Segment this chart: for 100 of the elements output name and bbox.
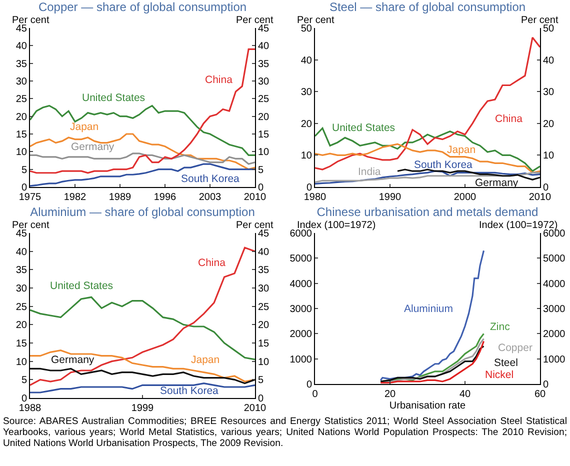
y2-tick-label: 30 bbox=[258, 76, 270, 88]
x-tick-label: 1982 bbox=[64, 192, 87, 203]
series-label: Germany bbox=[475, 177, 519, 189]
x-axis-title: Urbanisation rate bbox=[389, 400, 466, 412]
series-label: Copper bbox=[498, 342, 533, 354]
y2-tick-label: 30 bbox=[543, 87, 555, 98]
line-series bbox=[30, 48, 255, 174]
y2-tick-label: 3000 bbox=[543, 304, 566, 315]
y-axis-title: Per cent bbox=[297, 15, 334, 26]
series-label: Zinc bbox=[490, 321, 510, 333]
y2-tick-label: 20 bbox=[258, 320, 270, 332]
series-label: United States bbox=[332, 122, 396, 134]
y2-axis-title: Index (100=1972) bbox=[479, 220, 558, 231]
y2-tick-label: 20 bbox=[543, 118, 555, 130]
line-series bbox=[30, 350, 255, 382]
y2-tick-label: 35 bbox=[258, 58, 270, 70]
x-tick-label: 1990 bbox=[378, 192, 402, 203]
series-label: China bbox=[205, 74, 233, 86]
y2-tick-label: 6000 bbox=[543, 228, 566, 240]
line-series bbox=[30, 104, 255, 156]
y-tick-label: 30 bbox=[16, 284, 28, 294]
y-tick-label: 0 bbox=[21, 182, 28, 194]
series-label: Aluminium bbox=[404, 303, 454, 315]
y-tick-label: 45 bbox=[16, 24, 28, 34]
line-series bbox=[30, 368, 255, 384]
y-tick-label: 25 bbox=[16, 302, 28, 313]
line-series bbox=[30, 133, 255, 170]
line-series bbox=[30, 246, 255, 386]
y-tick-label: 4000 bbox=[290, 278, 312, 290]
series-label: Germany bbox=[51, 354, 95, 366]
y2-tick-label: 2000 bbox=[543, 329, 566, 340]
line-series bbox=[380, 250, 485, 382]
x-tick-label: 2010 bbox=[244, 403, 267, 414]
y2-axis-title: Per cent bbox=[236, 15, 274, 26]
series-label: Steel bbox=[494, 357, 518, 369]
x-tick-label: 2000 bbox=[454, 192, 477, 203]
y-tick-label: 35 bbox=[16, 265, 28, 276]
y2-tick-label: 15 bbox=[258, 130, 270, 140]
x-tick-label: 1996 bbox=[154, 192, 177, 203]
series-label: United States bbox=[82, 92, 146, 104]
y2-tick-label: 4000 bbox=[543, 278, 566, 290]
series-label: South Korea bbox=[181, 173, 240, 185]
line-series bbox=[315, 143, 540, 174]
y2-tick-label: 25 bbox=[258, 94, 270, 106]
y-tick-label: 5 bbox=[21, 375, 28, 386]
y-tick-label: 50 bbox=[300, 24, 312, 34]
y2-tick-label: 50 bbox=[543, 24, 555, 34]
series-label: China bbox=[495, 113, 523, 125]
y-tick-label: 10 bbox=[16, 147, 28, 158]
x-tick-label: 60 bbox=[534, 389, 546, 400]
y-tick-label: 40 bbox=[300, 55, 312, 66]
y2-tick-label: 0 bbox=[258, 182, 264, 194]
x-tick-label: 1988 bbox=[18, 403, 42, 414]
y2-tick-label: 15 bbox=[258, 338, 270, 350]
series-label: South Korea bbox=[414, 159, 473, 171]
y-tick-label: 5 bbox=[21, 164, 28, 176]
x-tick-label: 1999 bbox=[131, 403, 154, 414]
y2-tick-label: 10 bbox=[258, 356, 270, 368]
y2-tick-label: 0 bbox=[543, 182, 549, 194]
x-tick-label: 20 bbox=[384, 389, 396, 400]
y2-tick-label: 25 bbox=[258, 302, 270, 313]
series-label: Germany bbox=[71, 141, 115, 153]
y-tick-label: 35 bbox=[16, 58, 28, 70]
y2-tick-label: 45 bbox=[258, 228, 270, 240]
y2-tick-label: 10 bbox=[258, 147, 270, 158]
x-tick-label: 1989 bbox=[108, 192, 132, 203]
y-tick-label: 10 bbox=[300, 150, 312, 162]
y-tick-label: 20 bbox=[16, 112, 28, 123]
series-label: South Korea bbox=[160, 385, 219, 397]
x-tick-label: 1980 bbox=[304, 192, 327, 203]
chart-title: Aluminium — share of global consumption bbox=[29, 205, 256, 219]
y-tick-label: 6000 bbox=[290, 228, 312, 240]
y2-tick-label: 0 bbox=[543, 380, 549, 390]
y-tick-label: 1000 bbox=[290, 354, 312, 366]
x-tick-label: 40 bbox=[459, 389, 471, 400]
line-series bbox=[396, 168, 540, 180]
y2-tick-label: 30 bbox=[258, 284, 270, 294]
y-tick-label: 15 bbox=[16, 338, 28, 350]
y-tick-label: 30 bbox=[300, 87, 312, 98]
y-tick-label: 10 bbox=[16, 356, 28, 368]
series-label: Japan bbox=[70, 121, 99, 133]
y2-tick-label: 5 bbox=[258, 164, 264, 176]
y-tick-label: 5000 bbox=[290, 254, 312, 265]
x-tick-label: 1975 bbox=[18, 192, 42, 203]
chart-title: Chinese urbanisation and metals demand bbox=[316, 205, 540, 219]
x-tick-label: 2003 bbox=[198, 192, 222, 203]
y-tick-label: 0 bbox=[306, 380, 312, 390]
series-label: Nickel bbox=[485, 369, 514, 381]
series-label: India bbox=[358, 166, 381, 178]
y-axis-title: Per cent bbox=[12, 15, 50, 26]
source-note: Source: ABARES Australian Commodities; BREE Resources and Energy Statistics 2011; World Steel Association Steel Statistical Yearbooks, various years; World Metal Statistics, various years; United Nations World Population Prospects: The 2010 Revision; United Nations World Urbanisation Prospects, The 2009 Revision. bbox=[3, 416, 567, 449]
y-tick-label: 15 bbox=[16, 130, 28, 140]
y2-tick-label: 40 bbox=[258, 41, 270, 52]
y-tick-label: 30 bbox=[16, 76, 28, 88]
y2-tick-label: 40 bbox=[543, 55, 555, 66]
y2-tick-label: 10 bbox=[543, 150, 555, 162]
y2-tick-label: 40 bbox=[258, 246, 270, 258]
y-tick-label: 2000 bbox=[290, 329, 312, 340]
y-tick-label: 45 bbox=[16, 228, 28, 240]
y2-axis-title: Per cent bbox=[521, 15, 558, 26]
